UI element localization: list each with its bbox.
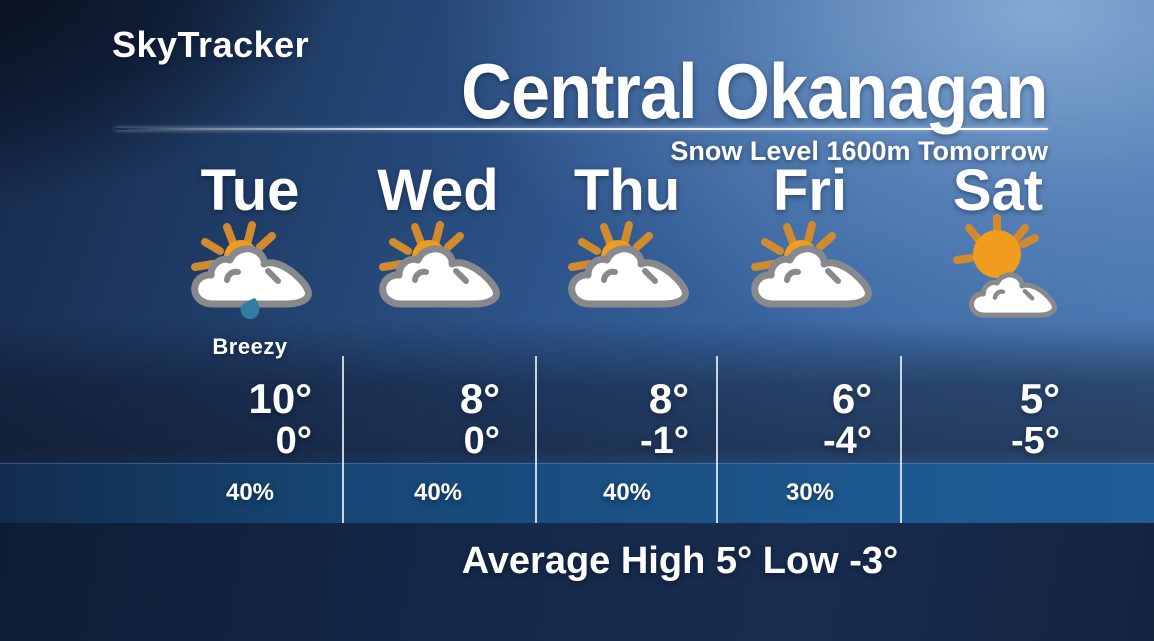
precipitation-band (0, 463, 1154, 524)
page-title: Central Okanagan (461, 47, 1049, 135)
low-temp: -1° (640, 420, 689, 462)
high-temp: 5° (1019, 375, 1060, 422)
column-divider (342, 356, 344, 523)
condition-label: Breezy (212, 334, 288, 359)
low-temp: 0° (275, 420, 312, 462)
mostly-sunny-icon (923, 212, 1073, 322)
high-temp: 6° (831, 375, 872, 422)
precip-chance: 40% (413, 479, 463, 506)
footer-band (0, 523, 1154, 641)
sun-cloud-icon (363, 212, 513, 322)
day-label: Wed (377, 158, 499, 223)
average-high-low-text: Average High 5° Low -3° (461, 540, 899, 582)
precip-chance: 40% (225, 479, 275, 506)
precip-chance (908, 463, 1088, 523)
high-temp: 10° (248, 375, 312, 422)
low-temp: -4° (823, 420, 872, 462)
high-temp: 8° (648, 375, 689, 422)
column-divider (535, 356, 537, 523)
day-label: Tue (200, 158, 300, 223)
sun-cloud-rain-icon (175, 212, 325, 320)
forecast-column-fri: Fri 6° -4° 30% (720, 0, 900, 641)
brand-logo: SkyTracker (112, 24, 310, 65)
sun-cloud-icon (552, 212, 702, 322)
snow-level-subtitle: Snow Level 1600m Tomorrow (670, 136, 1048, 166)
day-label: Fri (772, 158, 848, 223)
precip-chance: 40% (602, 479, 652, 506)
title-underline (115, 128, 1048, 130)
column-divider (900, 356, 902, 523)
low-temp: -5° (1011, 420, 1060, 462)
forecast-column-tue: Tue Breezy 10° 0° 40% (160, 0, 340, 641)
low-temp: 0° (463, 420, 500, 462)
forecast-column-sat: Sat 5° -5° (908, 0, 1088, 641)
forecast-column-wed: Wed 8° 0° 40% (348, 0, 528, 641)
day-label: Sat (952, 158, 1044, 223)
day-label: Thu (573, 158, 681, 223)
high-temp: 8° (459, 375, 500, 422)
column-divider (716, 356, 718, 523)
forecast-column-thu: Thu 8° -1° 40% (537, 0, 717, 641)
precip-chance: 30% (785, 479, 835, 506)
sun-cloud-icon (735, 212, 885, 322)
